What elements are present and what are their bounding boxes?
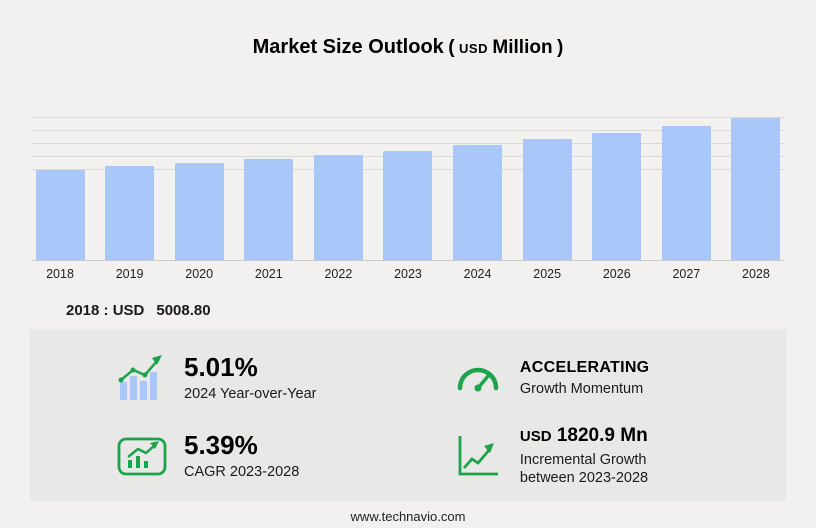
bar-chart-columns: 2018 2019 2020 2021 2022 2023 2024 2025 2026 2027… <box>32 115 784 288</box>
bar <box>661 126 711 260</box>
bar-column: 2027 <box>660 115 712 288</box>
bar-label: 2026 <box>602 267 631 281</box>
incremental-amount: 1820.9 Mn <box>556 424 648 446</box>
bar-label: 2019 <box>115 267 144 281</box>
bar-label: 2027 <box>672 267 701 281</box>
bar-chart: 2018 2019 2020 2021 2022 2023 2024 2025 2026 2027… <box>32 115 784 288</box>
base-year-label: 2018 : USD <box>66 302 145 319</box>
bar-column: 2019 <box>104 115 156 288</box>
yoy-value: 5.01% <box>184 352 258 383</box>
base-year-value: 5008.80 <box>156 302 211 319</box>
chart-title: Market Size Outlook ( USD Million ) <box>0 0 816 59</box>
gridline <box>32 117 784 118</box>
gridline <box>32 130 784 131</box>
title-main: Market Size Outlook <box>252 36 444 58</box>
bar <box>313 155 363 260</box>
cagr-value: 5.39% <box>184 430 258 461</box>
bar-label: 2022 <box>324 267 353 281</box>
stat-cagr: 5.39% CAGR 2023-2028 <box>116 423 452 489</box>
bar <box>592 133 642 260</box>
bar-column: 2028 <box>730 115 782 288</box>
bar <box>383 151 433 260</box>
stat-yoy: 5.01% 2024 Year-over-Year <box>116 345 452 411</box>
title-unit: Million <box>492 37 553 58</box>
bar <box>453 145 503 260</box>
bar-column: 2021 <box>243 115 295 288</box>
momentum-label: Growth Momentum <box>519 381 644 398</box>
incremental-currency: USD <box>519 427 552 445</box>
bar <box>35 170 85 260</box>
cagr-label: CAGR 2023-2028 <box>184 463 300 480</box>
x-axis-line <box>32 260 784 261</box>
base-year-annotation: 2018 : USD 5008.80 <box>66 302 816 319</box>
cagr-chart-icon <box>117 437 167 476</box>
speedometer-icon <box>457 367 499 392</box>
stat-momentum: ACCELERATING Growth Momentum <box>452 345 762 411</box>
stats-panel: 5.01% 2024 Year-over-Year ACCELERATING G… <box>30 329 786 501</box>
bar-column: 2026 <box>591 115 643 288</box>
bar-label: 2018 <box>46 267 74 281</box>
title-currency: USD <box>459 41 488 56</box>
title-open-paren: ( <box>448 37 455 58</box>
stat-incremental-text: USD 1820.9 Mn Incremental Growth between… <box>520 425 700 487</box>
yoy-label: 2024 Year-over-Year <box>184 385 317 402</box>
incremental-growth-icon <box>458 436 498 476</box>
bar <box>174 163 224 260</box>
bar-label: 2021 <box>254 267 283 281</box>
bar-label: 2025 <box>533 267 562 281</box>
stat-incremental: USD 1820.9 Mn Incremental Growth between… <box>452 423 762 489</box>
bar-label: 2024 <box>463 267 492 281</box>
title-units: ( USD Million ) <box>448 37 564 58</box>
bar-column: 2025 <box>521 115 573 288</box>
bar-label: 2023 <box>394 267 422 281</box>
stat-yoy-text: 5.01% 2024 Year-over-Year <box>184 353 316 403</box>
stat-momentum-text: ACCELERATING Growth Momentum <box>520 358 650 398</box>
incremental-value: USD 1820.9 Mn <box>520 425 700 448</box>
bar <box>105 166 155 260</box>
yoy-growth-icon <box>118 355 162 400</box>
incremental-label: Incremental Growth between 2023-2028 <box>519 451 649 486</box>
bar-column: 2022 <box>312 115 364 288</box>
stat-cagr-text: 5.39% CAGR 2023-2028 <box>184 431 299 481</box>
bar-column: 2020 <box>173 115 225 288</box>
title-close-paren: ) <box>557 37 564 58</box>
bar <box>522 139 572 260</box>
bar <box>731 118 781 260</box>
momentum-value: ACCELERATING <box>519 358 650 376</box>
bar-label: 2028 <box>742 267 770 281</box>
gridline <box>32 143 784 144</box>
bar-column: 2024 <box>452 115 504 288</box>
footer-url: www.technavio.com <box>350 509 466 524</box>
bar-label: 2020 <box>185 267 214 281</box>
bar <box>244 159 294 260</box>
bar-column: 2018 <box>34 115 86 288</box>
bar-column: 2023 <box>382 115 434 288</box>
